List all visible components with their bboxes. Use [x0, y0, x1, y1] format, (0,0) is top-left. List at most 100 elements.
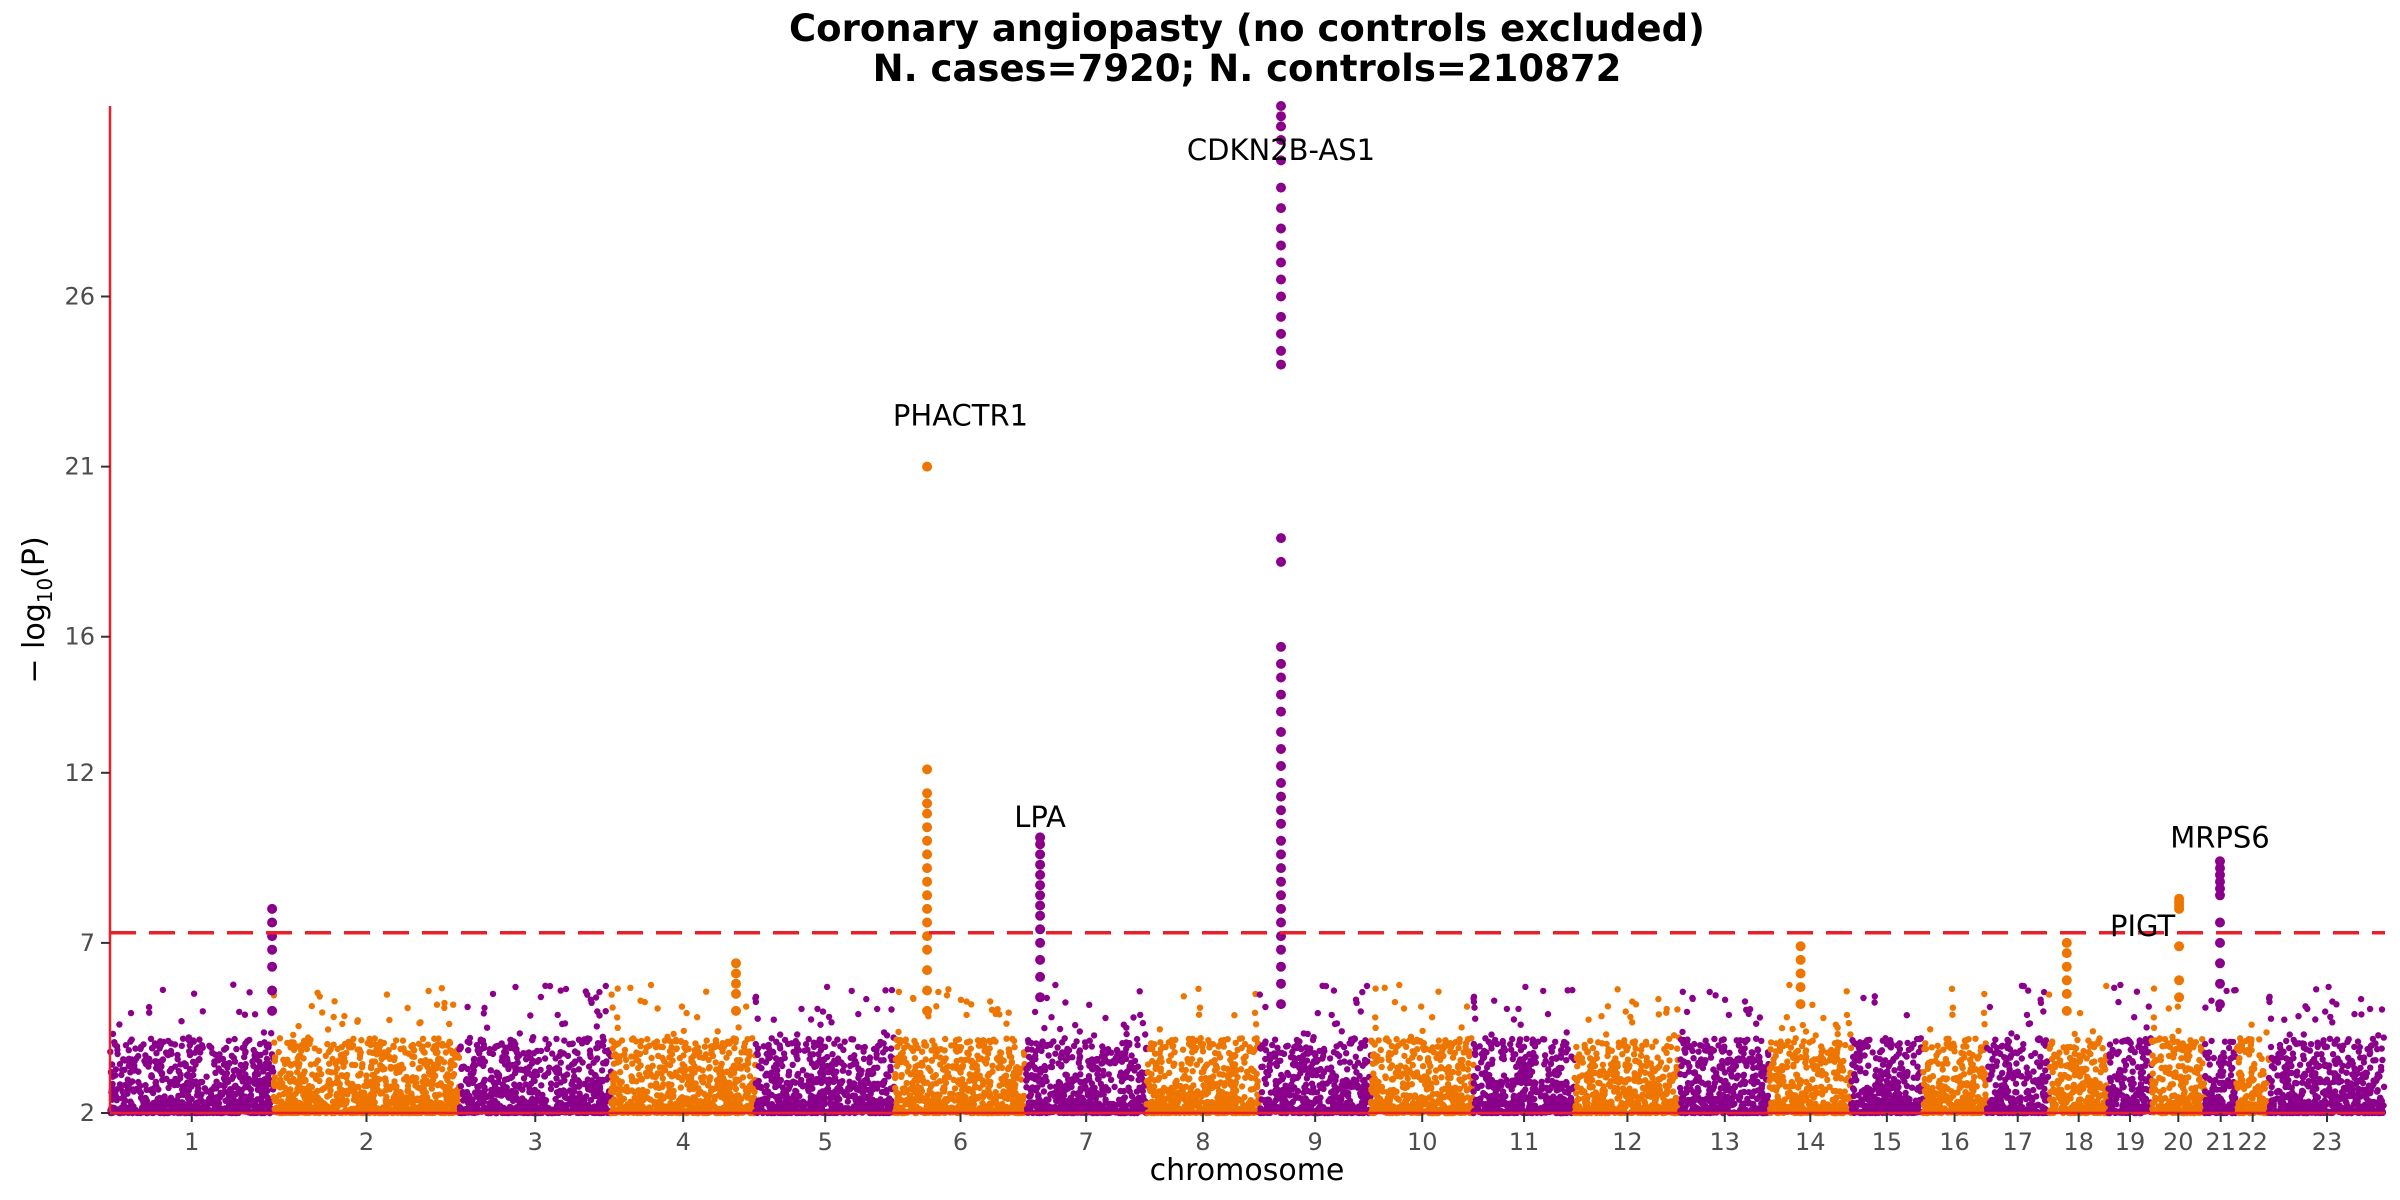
snp-point	[873, 1082, 880, 1090]
snp-point	[1025, 1053, 1033, 1061]
snp-point	[271, 1079, 279, 1087]
snp-point	[250, 1062, 257, 1070]
snp-point	[1072, 1072, 1079, 1079]
snp-point	[442, 1088, 449, 1095]
snp-point	[1059, 1049, 1066, 1056]
snp-point	[188, 1083, 195, 1090]
snp-point	[198, 1078, 206, 1086]
snp-point	[624, 1088, 632, 1095]
snp-point	[399, 1065, 407, 1072]
snp-point	[198, 1091, 205, 1098]
snp-point	[701, 1043, 709, 1050]
snp-point	[967, 1101, 975, 1109]
snp-point	[639, 1097, 646, 1104]
snp-point	[1024, 1046, 1032, 1053]
snp-point	[238, 1090, 245, 1097]
snp-point	[226, 1060, 233, 1067]
snp-point	[848, 987, 855, 995]
snp-point	[415, 1040, 423, 1048]
snp-point	[819, 1061, 826, 1068]
snp-point	[703, 1097, 710, 1104]
snp-point	[791, 1091, 799, 1098]
snp-point	[942, 1035, 949, 1043]
snp-point	[882, 1046, 889, 1053]
snp-point	[654, 1005, 661, 1012]
snp-point	[808, 1060, 816, 1067]
snp-point	[129, 1086, 137, 1093]
snp-point	[575, 1066, 583, 1073]
snp-point	[275, 1048, 282, 1056]
snp-point	[608, 991, 615, 998]
snp-point	[230, 1090, 237, 1098]
snp-point	[393, 1069, 400, 1077]
snp-point	[444, 1042, 451, 1049]
snp-point	[1047, 1041, 1054, 1048]
chromosome-1-points	[107, 981, 277, 1117]
snp-point	[376, 1088, 383, 1095]
snp-point	[794, 1040, 801, 1048]
snp-point	[712, 1037, 720, 1044]
snp-point	[828, 1102, 835, 1109]
snp-point	[922, 1106, 929, 1113]
snp-point	[1013, 1097, 1021, 1105]
snp-point	[212, 1051, 219, 1058]
snp-point	[167, 1078, 175, 1086]
snp-point	[980, 1037, 987, 1044]
snp-point	[392, 1064, 399, 1071]
snp-point	[262, 1060, 269, 1068]
snp-point	[1048, 1014, 1055, 1021]
snp-point	[770, 1016, 777, 1023]
snp-point	[287, 1086, 294, 1093]
snp-point	[184, 1079, 191, 1086]
snp-point	[997, 1092, 1004, 1100]
snp-point	[1077, 1064, 1084, 1071]
snp-point	[400, 1076, 408, 1083]
snp-point	[654, 1092, 661, 1099]
snp-point	[153, 1050, 160, 1057]
snp-point	[149, 1089, 157, 1097]
snp-point	[246, 1036, 253, 1044]
snp-point	[487, 1076, 494, 1083]
snp-point	[481, 1058, 489, 1065]
snp-point	[880, 1040, 887, 1047]
snp-point	[143, 1086, 150, 1094]
snp-point	[616, 1058, 623, 1065]
snp-point	[337, 1051, 345, 1059]
snp-point	[588, 1069, 595, 1076]
snp-point	[371, 1058, 379, 1065]
snp-point	[264, 1087, 271, 1094]
snp-point	[947, 1105, 955, 1112]
snp-point	[668, 1038, 675, 1046]
snp-point	[1081, 1039, 1089, 1046]
snp-point	[241, 1011, 249, 1018]
snp-point	[735, 1024, 742, 1031]
snp-point	[368, 1063, 375, 1070]
snp-point	[218, 1068, 225, 1076]
snp-point	[483, 1024, 491, 1031]
snp-point	[576, 1093, 584, 1100]
snp-point	[699, 1067, 706, 1074]
snp-point	[290, 1075, 297, 1083]
snp-point	[405, 1050, 412, 1057]
snp-point	[743, 1085, 751, 1092]
snp-point	[814, 1099, 821, 1107]
snp-point	[326, 1084, 333, 1091]
snp-point	[610, 1052, 618, 1059]
snp-point	[446, 1020, 453, 1028]
snp-point	[803, 1072, 810, 1079]
snp-point	[324, 1026, 332, 1033]
snp-point	[207, 1100, 215, 1107]
snp-point	[887, 1045, 895, 1052]
snp-point	[358, 1099, 365, 1107]
snp-point	[1076, 1028, 1084, 1035]
chart-subtitle: N. cases=7920; N. controls=210872	[873, 47, 1622, 90]
snp-point	[1064, 1047, 1072, 1055]
snp-point	[695, 1085, 702, 1092]
snp-point	[537, 1066, 544, 1074]
snp-point	[694, 1014, 701, 1021]
snp-point	[1027, 1092, 1034, 1100]
snp-point	[290, 1031, 297, 1039]
snp-point	[301, 1038, 308, 1046]
chart-title: Coronary angiopasty (no controls exclude…	[789, 7, 1705, 50]
chromosome-3-points	[456, 982, 615, 1117]
